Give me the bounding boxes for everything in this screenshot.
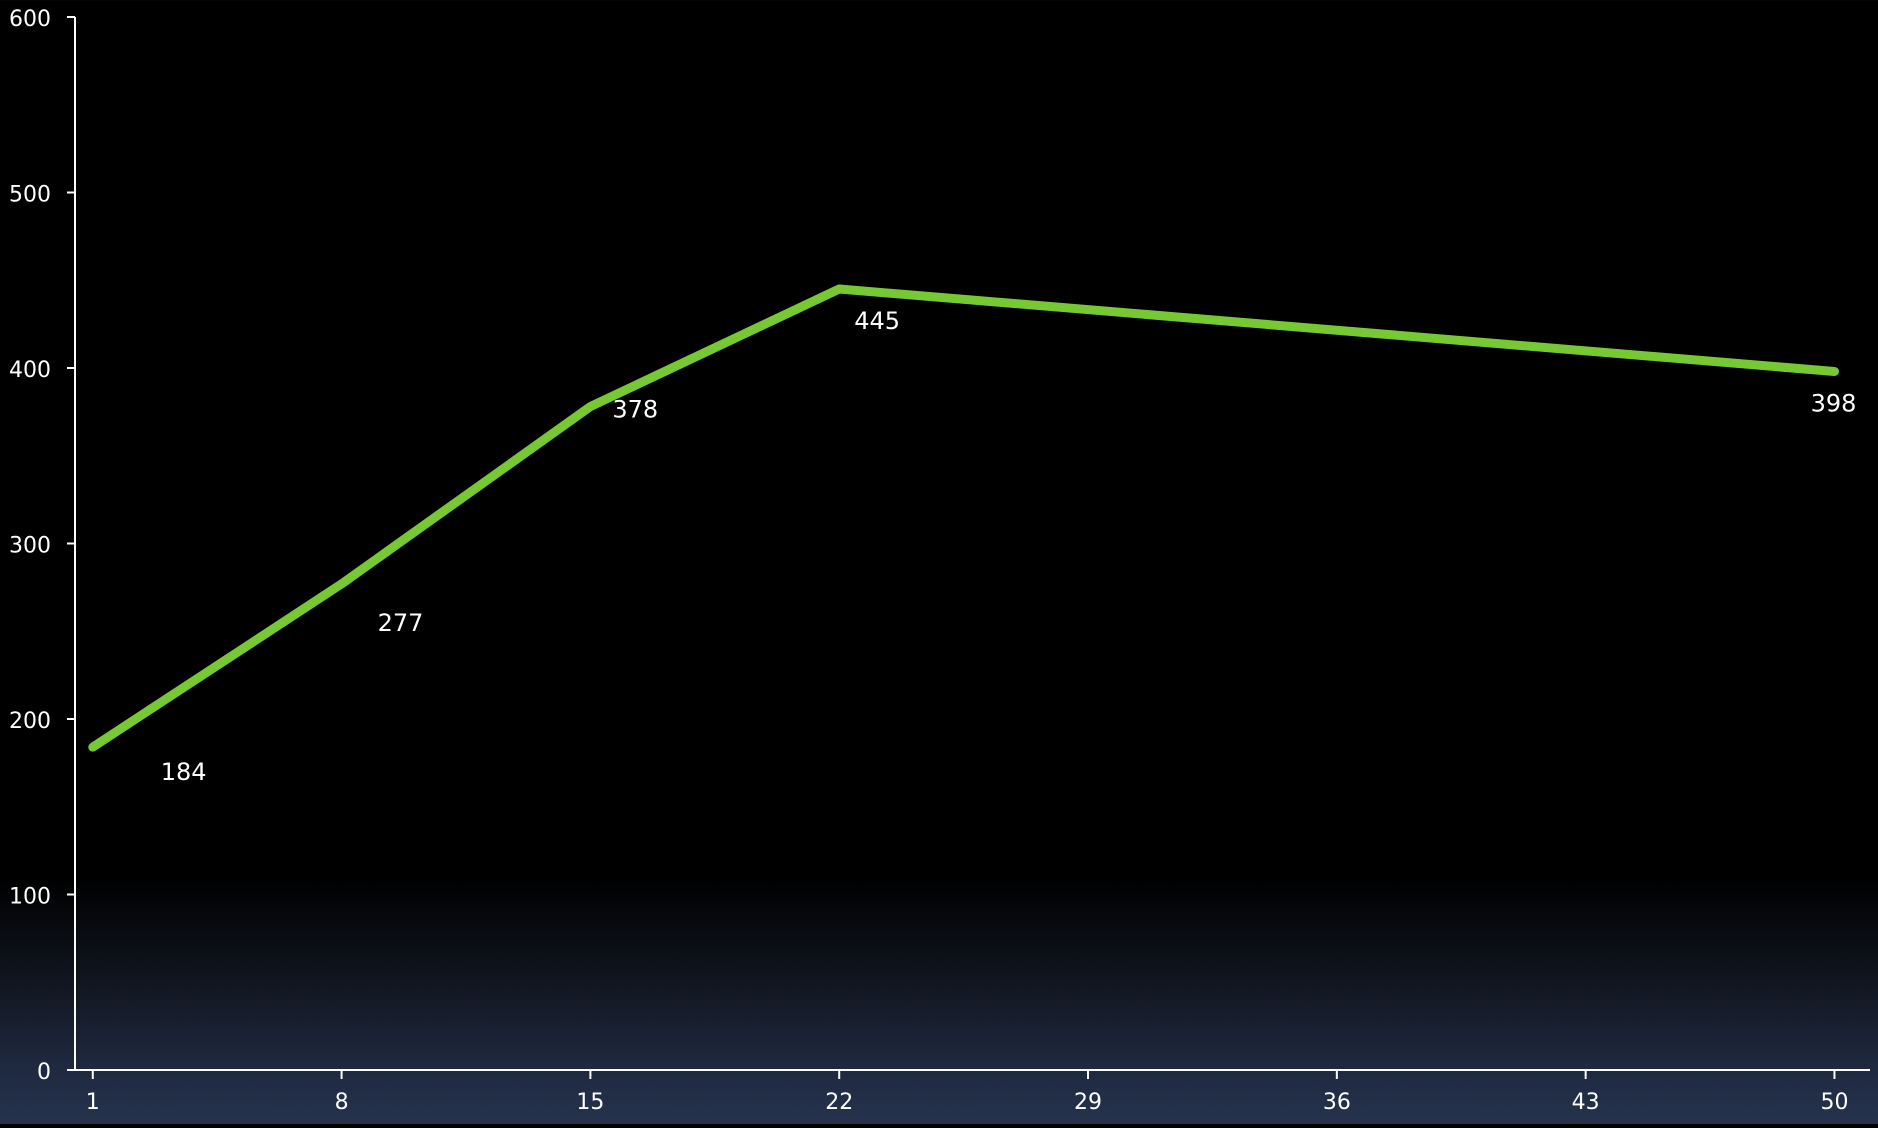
x-tick-label: 8 bbox=[335, 1090, 349, 1115]
data-label: 445 bbox=[854, 307, 900, 335]
y-tick-label: 500 bbox=[9, 183, 51, 208]
x-tick-label: 29 bbox=[1074, 1090, 1102, 1115]
data-point bbox=[339, 581, 345, 587]
y-tick-label: 100 bbox=[9, 885, 51, 910]
data-point bbox=[1831, 369, 1837, 375]
series-line bbox=[93, 289, 1835, 747]
y-tick-label: 200 bbox=[9, 709, 51, 734]
axes: 0 100 200 300 400 500 600 1 8 15 22 29 36 43 50 bbox=[9, 7, 1870, 1115]
data-point bbox=[836, 286, 842, 292]
x-tick-label: 15 bbox=[576, 1090, 604, 1115]
y-tick-label: 0 bbox=[37, 1060, 51, 1085]
x-tick-label: 50 bbox=[1820, 1090, 1848, 1115]
x-tick-label: 36 bbox=[1323, 1090, 1351, 1115]
data-labels: 184 277 378 445 398 bbox=[161, 307, 1857, 786]
data-point bbox=[90, 744, 96, 750]
data-label: 184 bbox=[161, 758, 207, 786]
data-label: 398 bbox=[1811, 390, 1857, 418]
y-tick-label: 300 bbox=[9, 534, 51, 559]
x-tick-label: 43 bbox=[1572, 1090, 1600, 1115]
y-tick-label: 400 bbox=[9, 358, 51, 383]
y-tick-label: 600 bbox=[9, 7, 51, 32]
data-label: 378 bbox=[612, 396, 658, 424]
x-tick-label: 22 bbox=[825, 1090, 853, 1115]
series-layer bbox=[90, 286, 1838, 750]
data-label: 277 bbox=[378, 609, 424, 637]
x-tick-label: 1 bbox=[86, 1090, 100, 1115]
data-point bbox=[587, 404, 593, 410]
